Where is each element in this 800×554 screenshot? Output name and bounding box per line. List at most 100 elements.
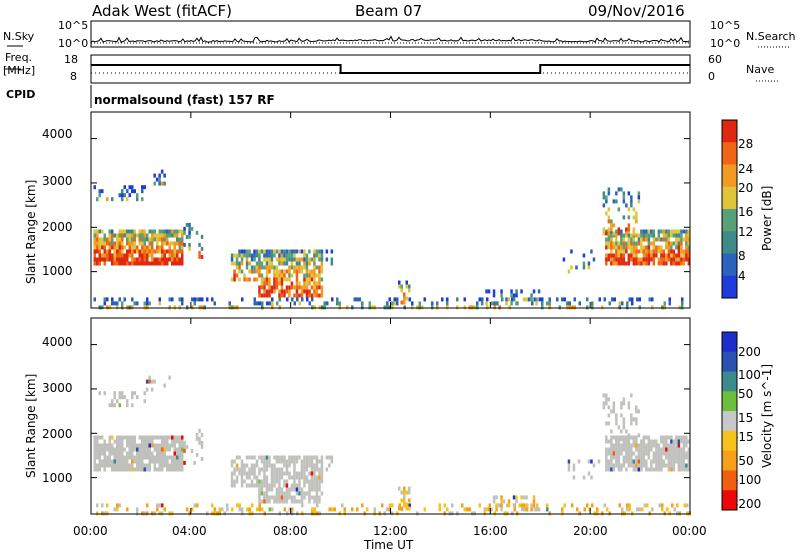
freq-label: Freq. [5,51,33,64]
data-cell [158,229,161,234]
data-cell [161,511,164,516]
data-cell [308,257,311,262]
data-cell [196,503,199,508]
data-cell [671,503,674,508]
data-cell [607,187,611,192]
data-cell [96,455,99,460]
data-cell [405,296,408,301]
data-cell [682,467,686,472]
data-cell [492,289,496,294]
data-cell [181,233,184,238]
data-cell [645,233,648,238]
data-cell [295,285,299,290]
data-cell [605,253,608,258]
data-cell [602,393,606,398]
data-cell [308,483,311,488]
data-cell [176,249,179,254]
data-cell [233,459,236,464]
data-cell [240,463,244,468]
data-cell [121,197,124,202]
data-cell [635,211,638,216]
data-cell [278,491,281,496]
data-cell [198,436,201,441]
data-cell [278,289,281,294]
data-cell [123,463,126,468]
data-cell [311,511,314,516]
data-cell [515,499,518,504]
data-cell [510,293,513,298]
data-cell [128,193,131,198]
data-cell [615,459,618,464]
data-cell [156,435,159,440]
data-cell [146,435,149,440]
data-cell [660,439,663,444]
data-cell [675,257,678,262]
data-cell [627,241,631,246]
data-cell [268,253,271,258]
data-cell [108,443,111,448]
data-cell [667,459,671,464]
data-cell [645,249,648,254]
data-cell [131,305,134,310]
data-cell [118,455,121,460]
data-cell [602,195,606,200]
data-cell [411,305,414,310]
data-cell [687,229,691,234]
data-cell [682,463,686,468]
data-cell [612,463,616,468]
data-cell [240,479,244,484]
data-cell [670,451,673,456]
data-cell [258,507,261,512]
data-cell [313,463,316,468]
data-cell [273,483,276,488]
data-cell [265,269,269,274]
data-cell [126,233,129,238]
data-cell [108,249,111,254]
data-cell [93,459,96,464]
data-cell [310,277,314,282]
data-cell [408,503,411,508]
data-cell [300,467,304,472]
data-cell [248,483,251,488]
data-cell [143,261,146,266]
data-cell [181,245,184,250]
data-cell [126,459,129,464]
data-cell [516,511,519,516]
data-cell [181,459,184,464]
data-cell [126,455,129,460]
data-cell [265,293,269,298]
data-cell [123,467,126,472]
data-cell [298,471,301,476]
nsky-trace [90,35,690,43]
data-cell [675,237,678,242]
data-cell [295,499,299,504]
data-cell [156,241,159,246]
data-cell [270,265,274,270]
data-cell [663,511,666,516]
data-cell [642,443,646,448]
data-cell [293,459,296,464]
data-cell [318,487,321,492]
frequency-line [91,64,690,74]
data-cell [303,479,306,484]
data-cell [136,463,139,468]
data-cell [630,421,633,426]
data-cell [275,495,279,500]
data-cell [136,193,139,198]
data-cell [665,463,668,468]
data-cell [283,499,286,504]
data-cell [116,241,119,246]
data-cell [231,305,234,310]
data-cell [283,261,286,266]
data-cell [280,459,284,464]
data-cell [143,241,146,246]
data-cell [240,269,244,274]
data-cell [108,435,111,440]
data-cell [617,187,621,192]
data-cell [146,233,149,238]
data-cell [532,499,536,504]
data-cell [131,253,134,258]
data-cell [176,229,179,234]
data-cell [363,511,366,516]
data-cell [622,447,626,452]
